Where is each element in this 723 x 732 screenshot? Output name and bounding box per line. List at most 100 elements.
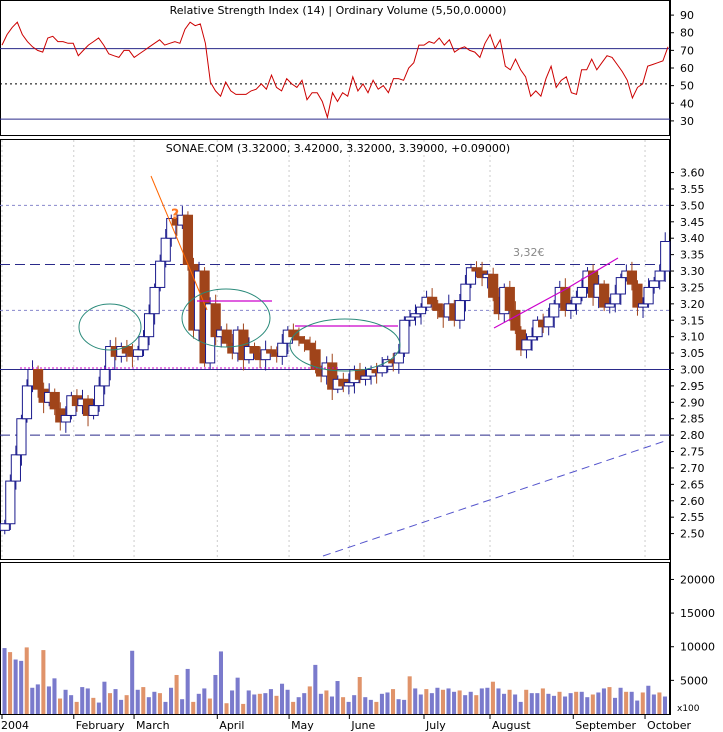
- x-tick-label: March: [136, 719, 170, 732]
- volume-bar: [257, 693, 262, 714]
- volume-bar: [58, 698, 63, 714]
- volume-bar: [124, 695, 129, 714]
- candle-body: [354, 368, 366, 380]
- volume-bar: [102, 681, 107, 714]
- volume-bar: [396, 699, 401, 714]
- volume-bar: [546, 693, 551, 714]
- volume-bar: [74, 701, 79, 714]
- volume-bar: [52, 678, 57, 714]
- candle-body: [310, 349, 321, 370]
- volume-bar: [568, 693, 573, 714]
- candle-body: [210, 303, 221, 338]
- rsi-title: Relative Strength Index (14) | Ordinary …: [170, 4, 507, 17]
- price-tick-label: 3.35: [680, 249, 705, 262]
- candle-body: [143, 313, 155, 338]
- volume-bar: [307, 686, 312, 714]
- candle-body: [560, 286, 571, 311]
- volume-bar: [69, 695, 74, 714]
- consolidation-ellipse-3: [289, 318, 401, 372]
- volume-bar: [318, 693, 323, 714]
- volume-bar: [413, 688, 418, 714]
- candle-body: [610, 293, 621, 305]
- price-tick-label: 2.80: [680, 429, 705, 442]
- volume-bar: [130, 650, 135, 714]
- volume-bar: [146, 697, 151, 714]
- rsi-tick-label: 30: [680, 115, 694, 128]
- volume-bar: [385, 692, 390, 714]
- volume-bar: [490, 681, 495, 714]
- volume-bar: [346, 701, 351, 714]
- volume-bar: [35, 684, 40, 714]
- candle-body: [399, 319, 410, 354]
- price-tick-label: 3.40: [680, 232, 705, 245]
- volume-bar: [574, 691, 579, 714]
- volume-bar: [85, 688, 90, 714]
- candle-body: [160, 237, 171, 262]
- candle-body: [132, 349, 144, 357]
- volume-bar: [135, 689, 140, 714]
- rsi-tick-label: 90: [680, 9, 694, 22]
- long-dashed-trendline: [322, 439, 669, 557]
- volume-bar: [618, 687, 623, 714]
- candle-body: [21, 385, 33, 420]
- volume-bar: [585, 697, 590, 714]
- volume-bar: [557, 691, 562, 714]
- candle-body: [465, 267, 477, 285]
- volume-bar: [479, 688, 484, 714]
- volume-bar: [368, 699, 373, 714]
- volume-bar: [624, 691, 629, 714]
- volume-tick-label: 5000: [680, 674, 708, 687]
- volume-bar: [579, 691, 584, 714]
- volume-bar: [474, 695, 479, 714]
- candle-body: [643, 286, 654, 305]
- price-tick-label: 2.70: [680, 462, 705, 475]
- price-tick-label: 3.60: [680, 167, 705, 180]
- volume-panel: [0, 562, 670, 715]
- volume-bar: [563, 696, 568, 714]
- price-tick-label: 2.95: [680, 380, 705, 393]
- volume-bar: [263, 693, 268, 714]
- rsi-tick-label: 70: [680, 44, 694, 57]
- candle-body: [360, 375, 371, 380]
- price-tick-label: 3.30: [680, 265, 705, 278]
- volume-bar: [196, 693, 201, 714]
- candle-body: [604, 303, 615, 308]
- price-tick-label: 2.85: [680, 413, 705, 426]
- volume-tick-label: 15000: [680, 607, 715, 620]
- rsi-layer: 30 40 50 60 70 80 90: [0, 9, 694, 128]
- price-annotations: 3,32€ ?: [20, 175, 669, 557]
- volume-bar: [513, 694, 518, 714]
- candle-body: [138, 336, 149, 351]
- volume-bar: [291, 701, 296, 714]
- volume-bar: [24, 647, 29, 714]
- volume-bar: [352, 695, 357, 714]
- candle-body: [288, 329, 299, 338]
- volume-bar: [2, 648, 7, 714]
- price-title: SONAE.COM (3.32000, 3.42000, 3.32000, 3.…: [166, 142, 510, 155]
- volume-layer: 5000 10000 15000 20000: [2, 573, 715, 714]
- volume-bar: [230, 690, 235, 714]
- volume-bar: [285, 689, 290, 714]
- x-tick-label: August: [492, 719, 531, 732]
- volume-bar: [446, 688, 451, 714]
- price-tick-label: 2.55: [680, 511, 705, 524]
- volume-bar: [13, 659, 18, 714]
- volume-tick-label: 20000: [680, 573, 715, 586]
- candle-body: [626, 270, 638, 285]
- volume-bar: [207, 698, 212, 714]
- volume-bar: [174, 674, 179, 714]
- candle-body: [660, 240, 671, 272]
- volume-bar: [452, 691, 457, 714]
- volume-bar: [329, 696, 334, 714]
- volume-bar: [268, 689, 273, 714]
- rsi-panel: [0, 0, 670, 136]
- candle-body: [0, 523, 10, 531]
- volume-bar: [218, 651, 223, 714]
- volume-bar: [651, 694, 656, 714]
- candle-body: [432, 303, 443, 311]
- volume-bar: [524, 689, 529, 714]
- candle-body: [5, 480, 16, 525]
- candle-body: [88, 405, 99, 416]
- candle-body: [277, 342, 288, 357]
